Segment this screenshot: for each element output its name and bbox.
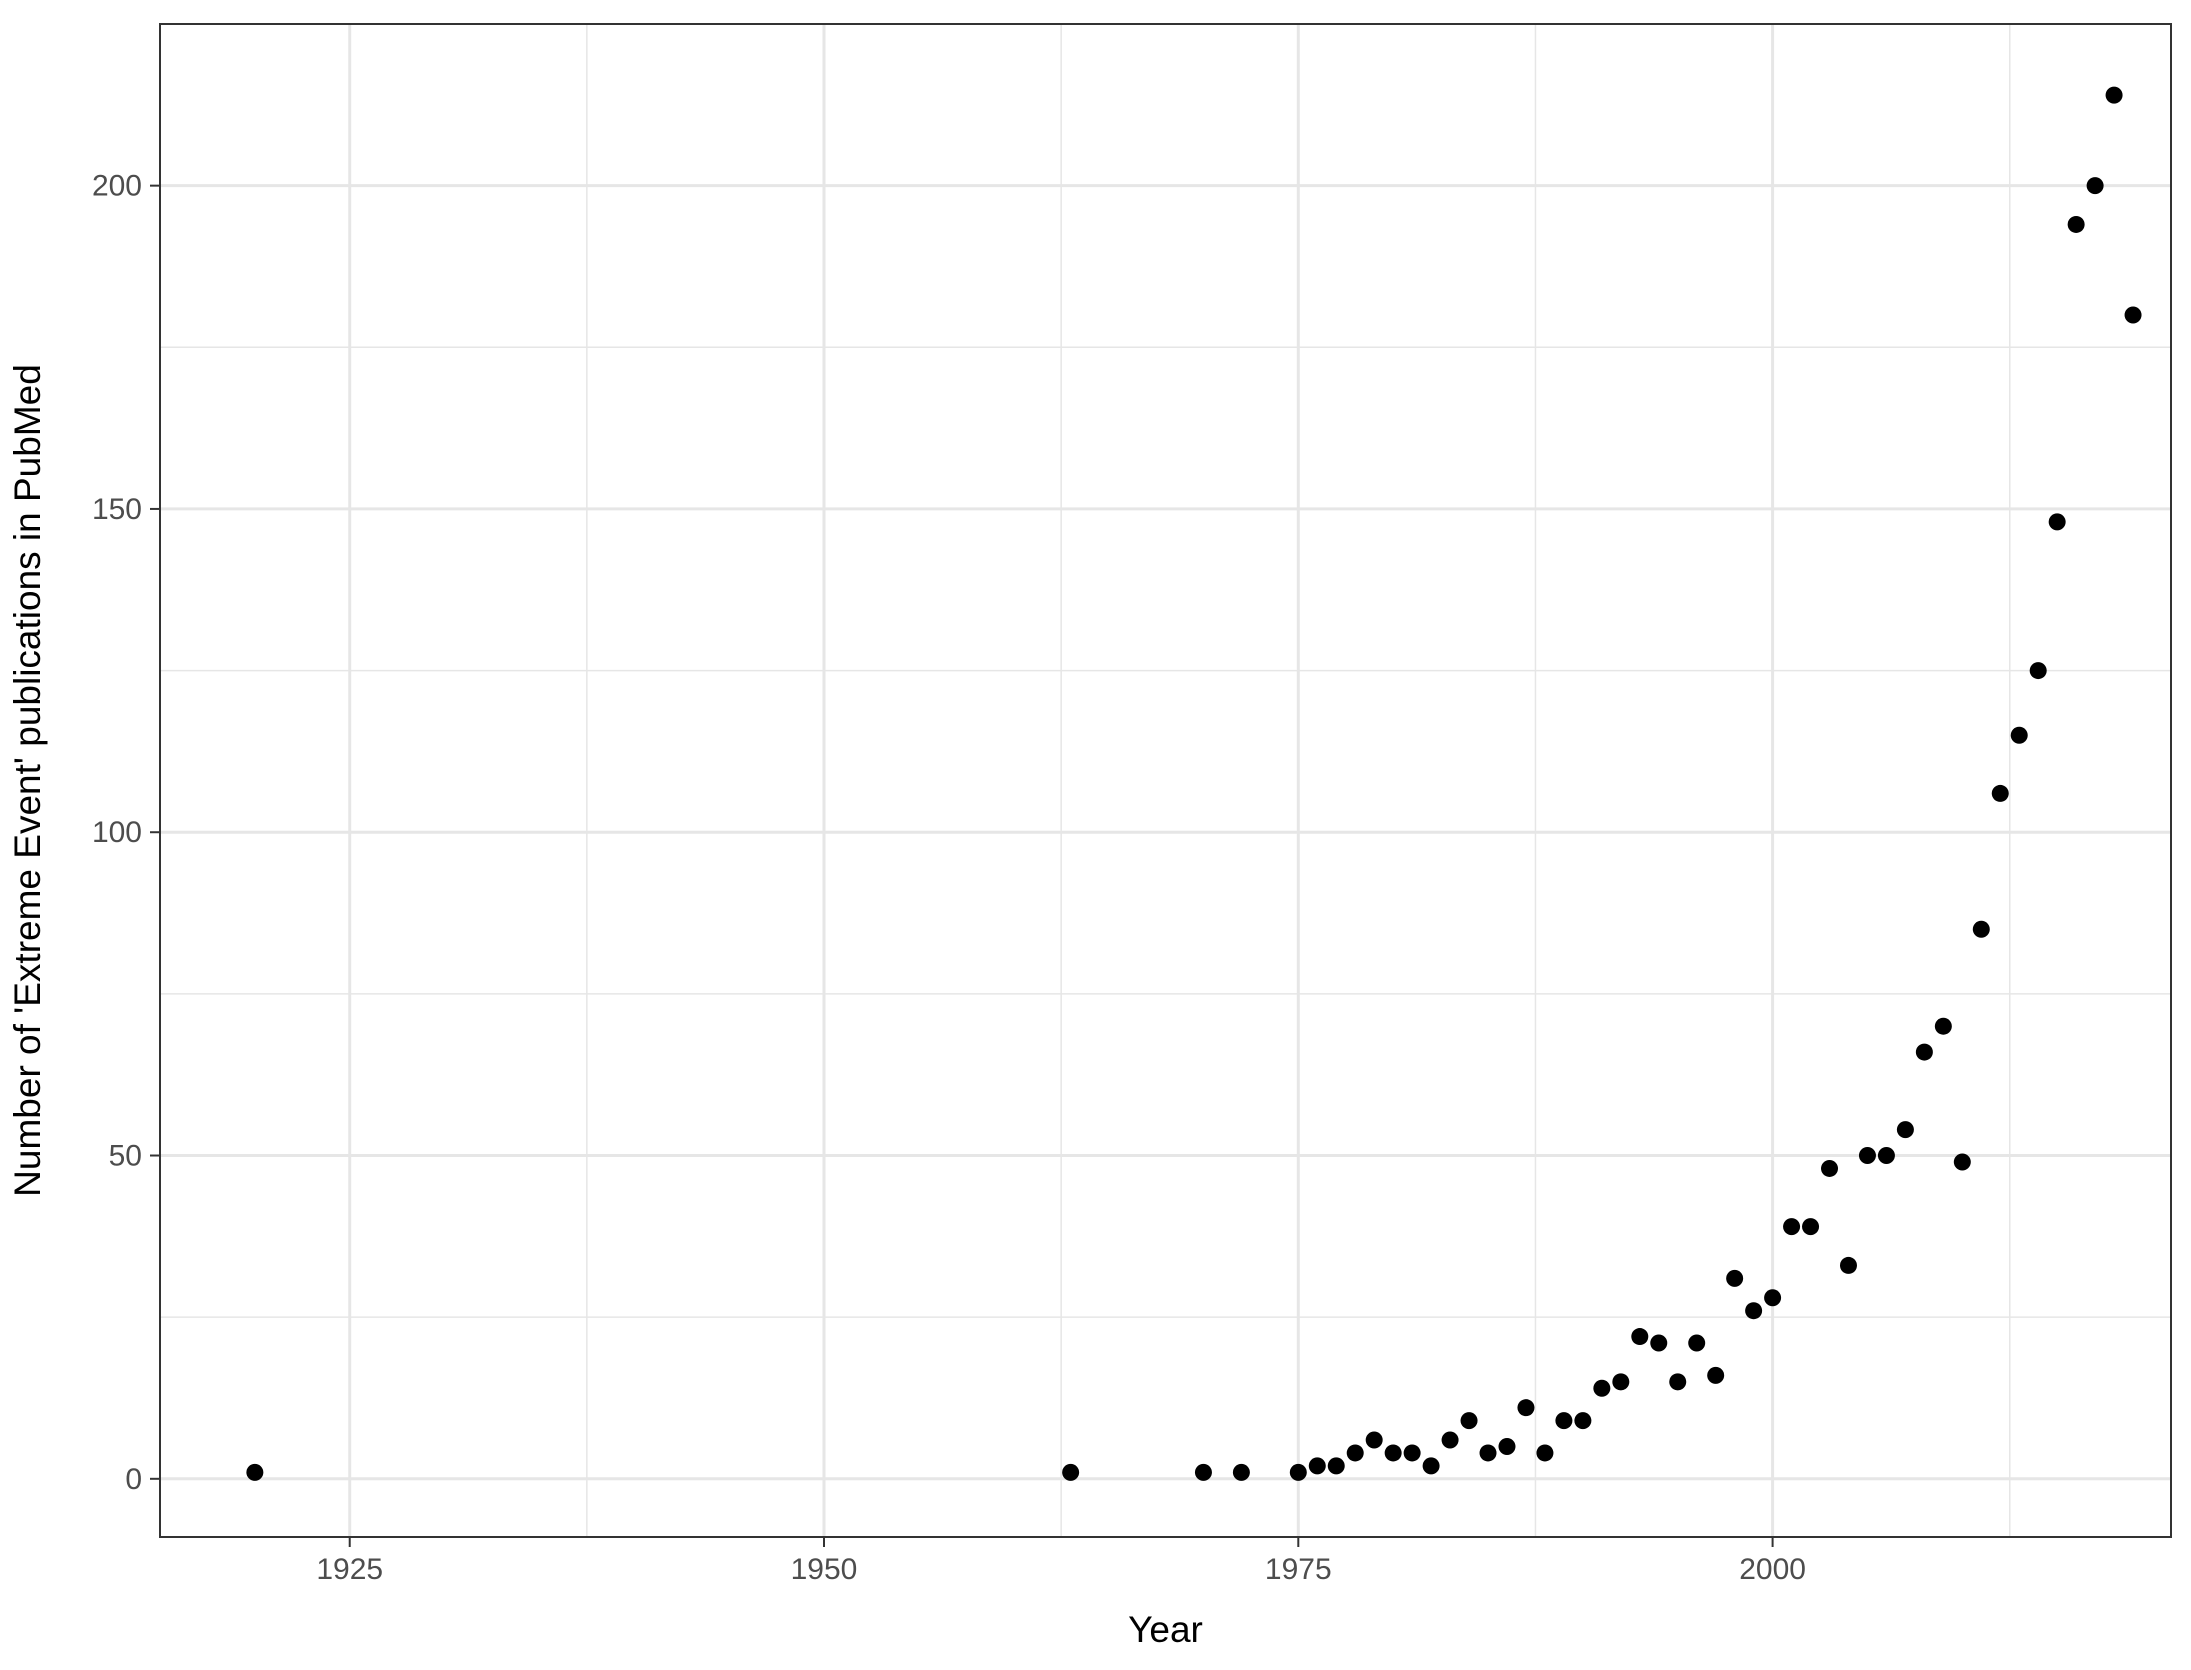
data-point	[1536, 1444, 1554, 1462]
data-point	[1877, 1147, 1895, 1165]
data-point	[1631, 1328, 1649, 1346]
minor-gridlines	[160, 24, 2171, 1537]
data-point	[1327, 1457, 1345, 1475]
data-point	[1612, 1373, 1630, 1391]
data-point	[1802, 1218, 1820, 1236]
y-axis-tick-labels: 0 50 100 150 200	[92, 170, 142, 1496]
data-point	[1555, 1412, 1573, 1430]
data-point	[246, 1463, 264, 1481]
data-point	[1707, 1366, 1725, 1384]
data-point	[1062, 1463, 1080, 1481]
data-point	[2048, 513, 2066, 531]
data-point	[1839, 1256, 1857, 1274]
x-tick-label: 1975	[1265, 1553, 1332, 1586]
data-point	[2010, 726, 2028, 744]
data-point	[1308, 1457, 1326, 1475]
data-point	[1403, 1444, 1421, 1462]
data-point	[2029, 662, 2047, 680]
data-point	[1384, 1444, 1402, 1462]
data-point	[1460, 1412, 1478, 1430]
data-point	[1441, 1431, 1459, 1449]
data-point	[1574, 1412, 1592, 1430]
data-point	[1593, 1379, 1611, 1397]
x-tick-label: 1950	[791, 1553, 858, 1586]
data-point	[1896, 1121, 1914, 1139]
y-axis-title: Number of 'Extreme Event' publications i…	[7, 364, 48, 1197]
data-point	[1232, 1463, 1250, 1481]
data-point	[1915, 1043, 1933, 1061]
data-point	[1289, 1463, 1307, 1481]
data-point	[1517, 1399, 1535, 1417]
data-point	[1953, 1153, 1971, 1171]
data-point	[1821, 1159, 1839, 1177]
data-point	[1650, 1334, 1668, 1352]
y-tick-label: 100	[92, 816, 142, 849]
data-point	[1858, 1147, 1876, 1165]
data-point	[1365, 1431, 1383, 1449]
y-tick-label: 200	[92, 170, 142, 203]
x-axis-tick-labels: 1925 1950 1975 2000	[316, 1553, 1806, 1586]
data-point	[1669, 1373, 1687, 1391]
data-points	[246, 86, 2142, 1481]
axis-ticks	[150, 184, 1774, 1547]
data-point	[1498, 1437, 1516, 1455]
data-point	[1346, 1444, 1364, 1462]
data-point	[2105, 86, 2123, 104]
data-point	[1934, 1017, 1952, 1035]
data-point	[1745, 1302, 1763, 1320]
y-tick-label: 0	[125, 1463, 142, 1496]
data-point	[1972, 920, 1990, 938]
data-point	[2067, 215, 2085, 233]
y-tick-label: 50	[109, 1140, 142, 1173]
y-tick-label: 150	[92, 493, 142, 526]
data-point	[1764, 1289, 1782, 1307]
data-point	[1479, 1444, 1497, 1462]
panel-border	[159, 23, 2172, 1538]
data-point	[1783, 1218, 1801, 1236]
data-point	[2124, 306, 2142, 324]
x-axis-title: Year	[1128, 1609, 1203, 1650]
data-point	[1688, 1334, 1706, 1352]
data-point	[1991, 784, 2009, 802]
data-point	[2086, 177, 2104, 195]
data-point	[1726, 1269, 1744, 1287]
x-tick-label: 1925	[316, 1553, 383, 1586]
data-point	[1194, 1463, 1212, 1481]
major-gridlines	[160, 24, 2171, 1537]
x-tick-label: 2000	[1739, 1553, 1806, 1586]
data-point	[1422, 1457, 1440, 1475]
